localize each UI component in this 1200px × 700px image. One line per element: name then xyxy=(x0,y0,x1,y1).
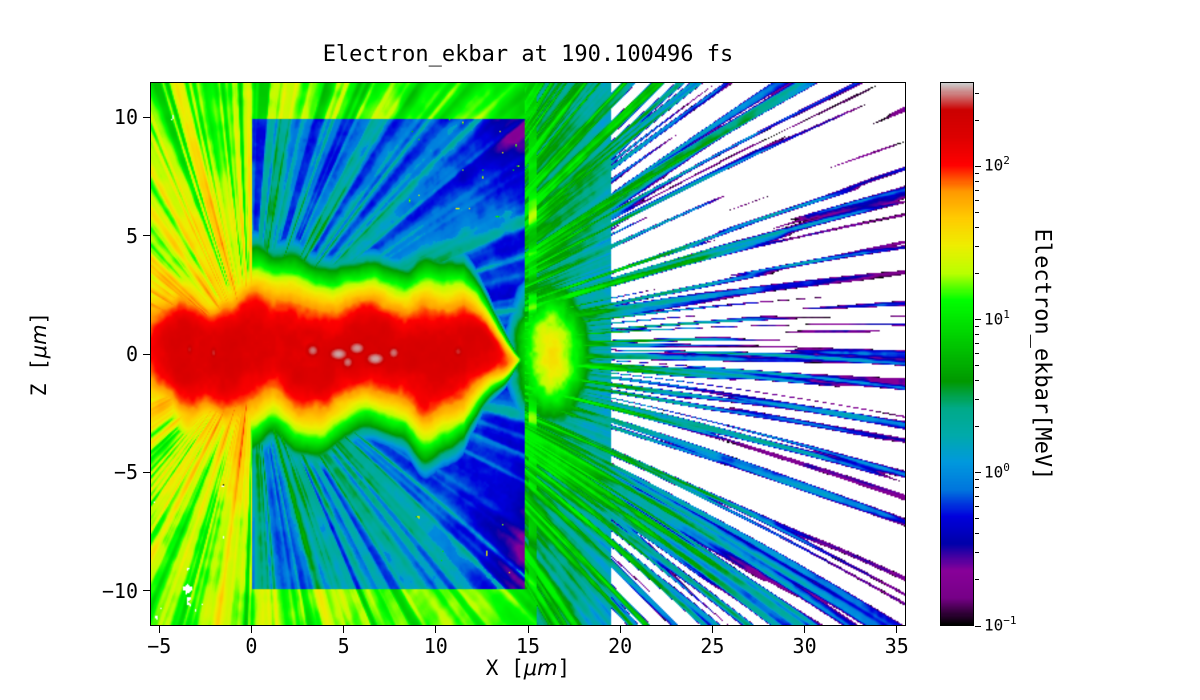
colorbar-minor-tick-mark xyxy=(975,272,979,274)
x-tick-label: 5 xyxy=(337,634,350,658)
x-tick-label: 35 xyxy=(884,634,909,658)
colorbar-tick-label: 10−1 xyxy=(984,614,1017,635)
colorbar-tick-mark xyxy=(975,472,981,474)
colorbar-minor-tick-mark xyxy=(975,326,979,328)
colorbar-tick-mark xyxy=(975,165,981,167)
heatmap-plot-area xyxy=(150,82,906,626)
y-axis-label-close: ] xyxy=(27,311,52,325)
colorbar-minor-tick-mark xyxy=(975,518,979,520)
colorbar-tick-exponent: 1 xyxy=(1003,307,1010,321)
colorbar-tick-mantissa: 10 xyxy=(984,155,1004,175)
colorbar-minor-tick-mark xyxy=(975,333,979,335)
colorbar-minor-tick-mark xyxy=(975,211,979,213)
x-tick-label: −5 xyxy=(147,634,172,658)
x-tick-mark xyxy=(896,626,898,633)
colorbar-minor-tick-mark xyxy=(975,506,979,508)
y-axis-label: Z [μm] xyxy=(16,82,62,626)
colorbar-minor-tick-mark xyxy=(975,92,979,94)
colorbar-tick-mantissa: 10 xyxy=(984,462,1004,482)
plot-title: Electron_ekbar at 190.100496 fs xyxy=(322,42,734,67)
colorbar-tick-exponent: −1 xyxy=(1003,614,1017,627)
colorbar-label-text: Electron_ekbar[MeV] xyxy=(1029,228,1055,480)
x-tick-label: 25 xyxy=(700,634,725,658)
colorbar-minor-tick-mark xyxy=(975,199,979,201)
x-tick-mark xyxy=(527,626,529,633)
y-tick-label: 5 xyxy=(125,223,138,248)
colorbar-minor-tick-mark xyxy=(975,479,979,481)
colorbar-tick-mantissa: 10 xyxy=(984,615,1004,635)
x-tick-label: 15 xyxy=(515,634,541,658)
colorbar-minor-tick-mark xyxy=(975,399,979,401)
y-tick-mark xyxy=(143,116,150,118)
x-tick-mark xyxy=(158,626,160,633)
colorbar-tick-mark xyxy=(975,319,981,321)
y-tick-mark xyxy=(143,590,150,592)
x-axis-label-text: X [ xyxy=(485,656,524,680)
colorbar-tick-mantissa: 10 xyxy=(984,308,1004,328)
colorbar-minor-tick-mark xyxy=(975,426,979,428)
y-tick-label: 10 xyxy=(113,105,138,130)
y-tick-label: −10 xyxy=(101,578,138,603)
colorbar-minor-tick-mark xyxy=(975,365,979,367)
colorbar-tick-label: 101 xyxy=(984,307,1010,328)
colorbar-minor-tick-mark xyxy=(975,342,979,344)
y-tick-mark xyxy=(143,235,150,237)
x-tick-mark xyxy=(250,626,252,633)
x-tick-mark xyxy=(619,626,621,633)
heatmap-canvas xyxy=(151,83,905,625)
x-tick-label: 0 xyxy=(245,634,258,658)
x-tick-mark xyxy=(435,626,437,633)
colorbar-minor-tick-mark xyxy=(975,353,979,355)
x-tick-label: 10 xyxy=(423,634,448,658)
colorbar-tick-mark xyxy=(975,625,981,627)
x-tick-mark xyxy=(343,626,345,633)
colorbar-minor-tick-mark xyxy=(975,119,979,121)
colorbar-tick-label: 100 xyxy=(984,460,1010,482)
y-axis-label-text: Z [ xyxy=(27,358,52,397)
colorbar-minor-tick-mark xyxy=(975,579,979,581)
colorbar-minor-tick-mark xyxy=(975,380,979,381)
colorbar-minor-tick-mark xyxy=(975,189,979,191)
colorbar-minor-tick-mark xyxy=(975,172,979,174)
y-tick-label: −5 xyxy=(113,460,138,485)
colorbar-tick-exponent: 0 xyxy=(1003,460,1010,474)
colorbar-minor-tick-mark xyxy=(975,533,979,535)
y-tick-label: 0 xyxy=(125,342,138,366)
colorbar-minor-tick-mark xyxy=(975,245,979,247)
colorbar-minor-tick-mark xyxy=(975,180,979,182)
x-axis-label: X [μm] xyxy=(150,656,906,680)
colorbar xyxy=(940,82,974,626)
colorbar-label: Electron_ekbar[MeV] xyxy=(1014,82,1070,626)
colorbar-tick-exponent: 2 xyxy=(1003,154,1010,168)
colorbar-minor-tick-mark xyxy=(975,495,979,497)
colorbar-minor-tick-mark xyxy=(975,552,979,554)
colorbar-tick-label: 102 xyxy=(984,155,1010,174)
x-tick-label: 20 xyxy=(608,634,633,658)
x-axis-label-mu: μm xyxy=(523,656,558,680)
colorbar-minor-tick-mark xyxy=(975,226,979,228)
colorbar-canvas xyxy=(941,83,973,625)
x-axis-label-close: ] xyxy=(557,656,571,680)
y-axis-label-mu: μm xyxy=(27,324,52,359)
colorbar-minor-tick-mark xyxy=(975,487,979,489)
y-tick-mark xyxy=(143,353,150,355)
y-tick-mark xyxy=(143,471,150,473)
x-tick-mark xyxy=(804,626,806,633)
x-tick-label: 30 xyxy=(792,634,817,658)
x-tick-mark xyxy=(711,626,713,633)
